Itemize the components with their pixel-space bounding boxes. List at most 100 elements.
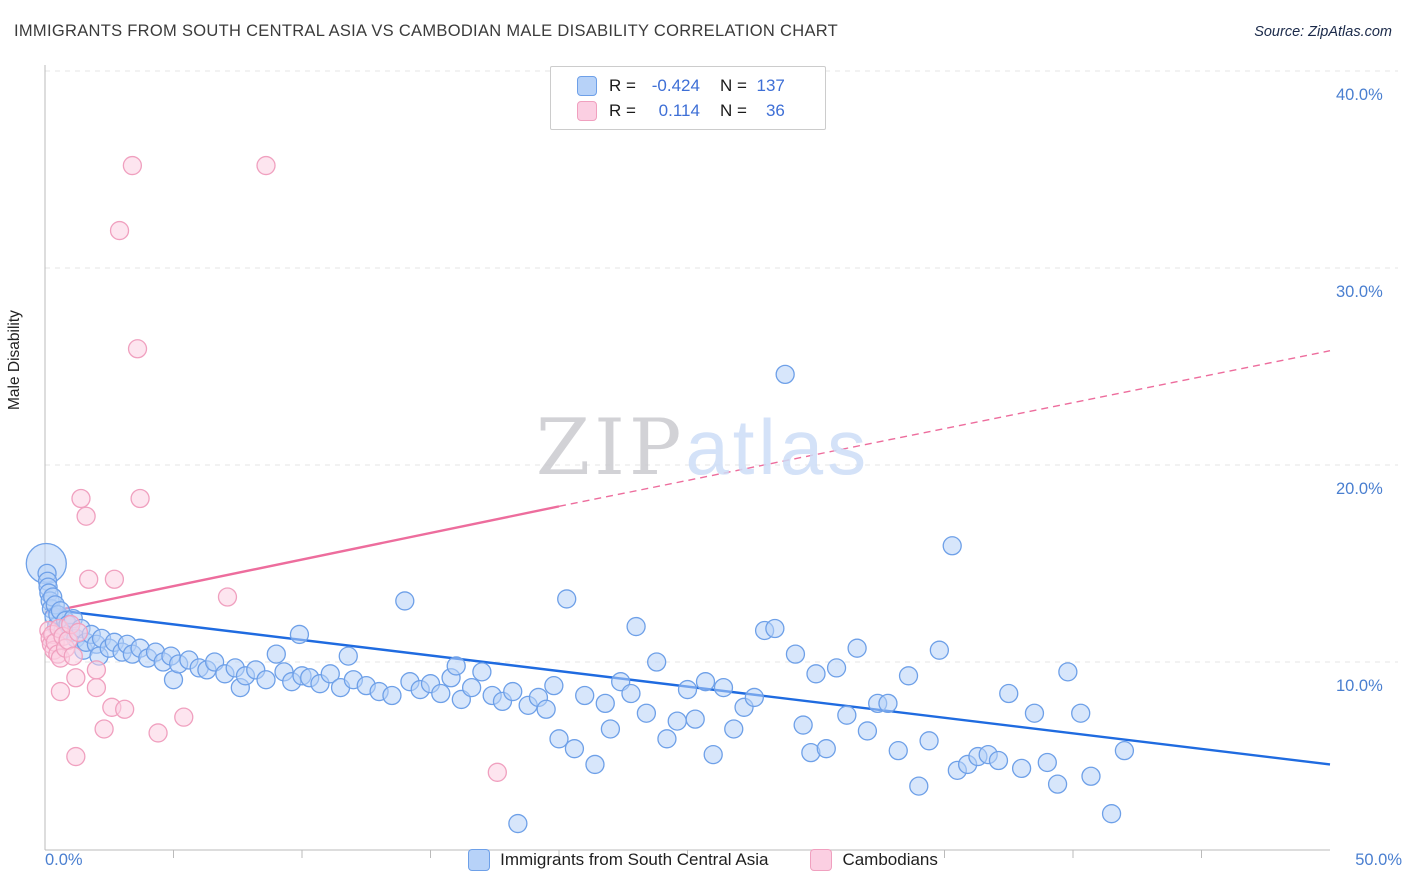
data-point [549, 729, 569, 749]
legend-swatch-pink [577, 100, 597, 121]
data-point [988, 750, 1009, 771]
data-point [544, 675, 564, 696]
source-label: Source: ZipAtlas.com [1254, 24, 1392, 40]
r-value: -0.424 [651, 75, 700, 95]
data-point [1058, 662, 1078, 682]
data-point [1101, 804, 1122, 824]
data-point [461, 677, 482, 698]
data-point [595, 693, 615, 714]
data-point [999, 683, 1019, 704]
data-point [647, 652, 667, 672]
data-point [909, 776, 929, 796]
chart-title: IMMIGRANTS FROM SOUTH CENTRAL ASIA VS CA… [14, 22, 839, 40]
data-point [888, 741, 908, 761]
data-point [585, 754, 605, 775]
data-point [431, 683, 451, 704]
data-point [847, 638, 867, 658]
data-point [626, 616, 646, 637]
data-point [657, 729, 677, 749]
legend-item-immigrants: Immigrants from South Central Asia [468, 849, 768, 871]
data-point [446, 656, 466, 676]
data-point [919, 731, 939, 751]
data-point [508, 813, 528, 834]
y-tick-label: 10.0% [1336, 677, 1383, 695]
data-point [68, 622, 89, 643]
data-point [86, 660, 107, 680]
data-point [256, 670, 276, 690]
data-point [1081, 766, 1101, 786]
n-label: N = [719, 75, 747, 95]
data-point [266, 644, 286, 664]
data-point [217, 587, 238, 607]
data-point [338, 646, 358, 666]
legend-swatch-blue [577, 75, 597, 96]
data-point [775, 364, 795, 385]
correlation-row-immigrants: R = -0.424 N = 137 [577, 75, 825, 96]
data-point [600, 719, 621, 739]
data-point [50, 681, 71, 702]
data-point [76, 506, 96, 526]
data-point [806, 664, 826, 684]
data-point [1037, 752, 1057, 773]
data-point [564, 739, 585, 759]
data-point [127, 339, 148, 359]
data-point [472, 662, 492, 682]
n-label: N = [719, 100, 747, 120]
data-point [104, 569, 125, 589]
data-point [826, 658, 847, 678]
data-point [1071, 703, 1091, 723]
data-point [71, 488, 91, 509]
y-tick-label: 30.0% [1336, 283, 1383, 301]
n-value: 36 [765, 100, 785, 120]
data-point [942, 536, 962, 556]
data-point [66, 746, 86, 767]
legend-item-cambodians: Cambodians [810, 849, 938, 871]
data-point [174, 707, 194, 727]
data-point [713, 677, 734, 698]
r-label: R = [609, 75, 636, 95]
data-point [503, 681, 523, 702]
data-point [289, 624, 310, 645]
data-point [487, 762, 507, 782]
legend-swatch-pink [810, 849, 833, 871]
r-label: R = [609, 100, 636, 120]
trend-line [44, 505, 560, 614]
chart-legend: Immigrants from South Central Asia Cambo… [0, 849, 1406, 871]
legend-label-cambodians: Cambodians [842, 850, 938, 869]
data-point [667, 711, 687, 731]
data-point [837, 705, 857, 725]
data-point [621, 683, 641, 704]
data-point [115, 699, 135, 719]
data-point [898, 666, 919, 686]
data-point [685, 709, 705, 729]
data-point [785, 644, 806, 664]
data-point [86, 677, 107, 698]
data-point [677, 679, 698, 700]
data-point [793, 715, 813, 735]
data-point [878, 693, 898, 714]
x-axis-min-label: 0.0% [45, 851, 83, 869]
data-point [94, 719, 114, 739]
legend-swatch-blue [468, 849, 491, 871]
trend-line [558, 350, 1331, 508]
data-point [130, 488, 150, 509]
data-point [557, 589, 577, 609]
data-point [109, 220, 130, 241]
x-axis-max-label: 50.0% [1355, 851, 1402, 869]
data-point [744, 687, 764, 708]
data-point [765, 618, 785, 639]
data-point [66, 668, 86, 688]
y-tick-label: 20.0% [1336, 480, 1383, 498]
data-point [320, 664, 340, 684]
data-point [1047, 774, 1068, 794]
data-point [636, 703, 657, 723]
data-point [395, 591, 415, 611]
data-point [63, 646, 83, 666]
data-point [724, 719, 744, 739]
legend-label-immigrants: Immigrants from South Central Asia [500, 850, 769, 869]
data-point [816, 739, 836, 759]
data-point [256, 155, 276, 176]
data-point [79, 569, 99, 589]
